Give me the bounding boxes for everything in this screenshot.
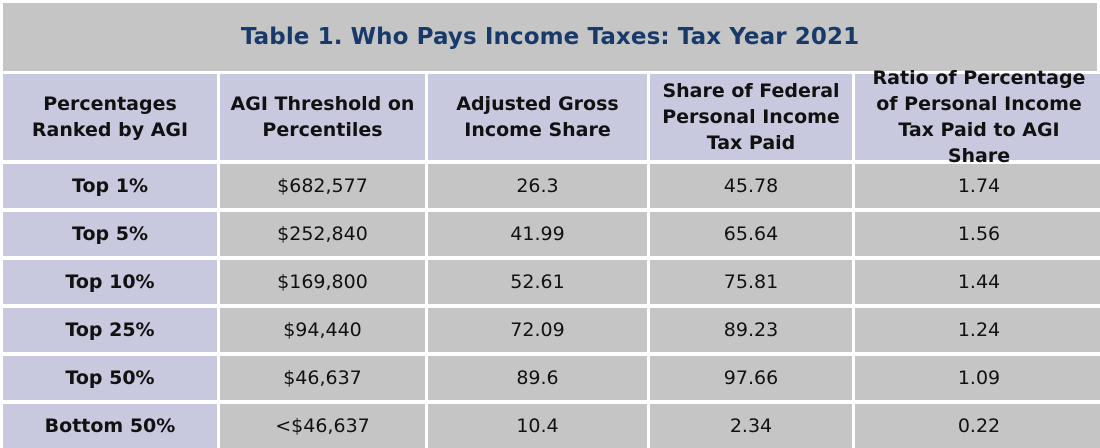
cell-agi-share: 10.4 [428, 404, 647, 448]
cell-agi-threshold: $46,637 [220, 356, 425, 400]
cell-tax-share: 97.66 [650, 356, 852, 400]
income-tax-table: Table 1. Who Pays Income Taxes: Tax Year… [3, 3, 1100, 448]
header-tax-share: Share of Federal Personal Income Tax Pai… [650, 74, 852, 160]
cell-tax-share: 75.81 [650, 260, 852, 304]
row-label: Top 50% [3, 356, 217, 400]
cell-ratio: 1.74 [855, 164, 1100, 208]
row-label: Top 1% [3, 164, 217, 208]
header-agi-threshold: AGI Threshold on Percentiles [220, 74, 425, 160]
cell-ratio: 1.56 [855, 212, 1100, 256]
row-label: Top 25% [3, 308, 217, 352]
cell-agi-share: 41.99 [428, 212, 647, 256]
cell-agi-threshold: $682,577 [220, 164, 425, 208]
cell-agi-share: 52.61 [428, 260, 647, 304]
cell-agi-threshold: $252,840 [220, 212, 425, 256]
cell-ratio: 0.22 [855, 404, 1100, 448]
header-ratio: Ratio of Percentage of Personal Income T… [855, 67, 1100, 167]
cell-agi-threshold: $94,440 [220, 308, 425, 352]
header-agi-share: Adjusted Gross Income Share [428, 74, 647, 160]
cell-ratio: 1.24 [855, 308, 1100, 352]
cell-ratio: 1.44 [855, 260, 1100, 304]
cell-ratio: 1.09 [855, 356, 1100, 400]
table-grid: Percentages Ranked by AGI AGI Threshold … [3, 67, 1100, 448]
cell-agi-share: 72.09 [428, 308, 647, 352]
row-label: Top 10% [3, 260, 217, 304]
cell-tax-share: 45.78 [650, 164, 852, 208]
cell-agi-threshold: <$46,637 [220, 404, 425, 448]
cell-tax-share: 65.64 [650, 212, 852, 256]
table-title: Table 1. Who Pays Income Taxes: Tax Year… [240, 24, 860, 50]
cell-agi-share: 26.3 [428, 164, 647, 208]
row-label: Top 5% [3, 212, 217, 256]
header-percentages-ranked: Percentages Ranked by AGI [3, 74, 217, 160]
cell-agi-threshold: $169,800 [220, 260, 425, 304]
cell-agi-share: 89.6 [428, 356, 647, 400]
row-label: Bottom 50% [3, 404, 217, 448]
cell-tax-share: 89.23 [650, 308, 852, 352]
table-title-bar: Table 1. Who Pays Income Taxes: Tax Year… [3, 3, 1097, 71]
cell-tax-share: 2.34 [650, 404, 852, 448]
